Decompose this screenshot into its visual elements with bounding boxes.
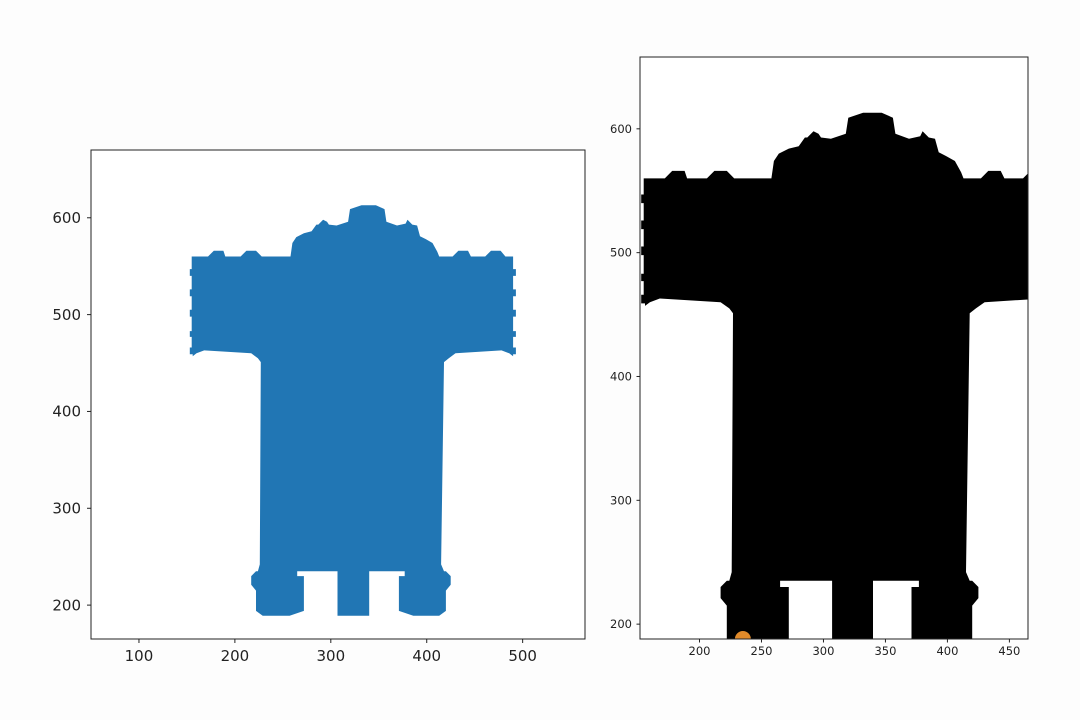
y-tick-label: 200 bbox=[52, 596, 81, 614]
x-tick-label: 500 bbox=[508, 647, 537, 665]
axes-frame-1 bbox=[639, 56, 1029, 640]
x-tick-label: 100 bbox=[125, 647, 154, 665]
floor-plan-shape-1-0 bbox=[641, 112, 1028, 639]
x-tick-label: 300 bbox=[316, 647, 345, 665]
y-tick-label: 400 bbox=[52, 403, 81, 421]
y-tick-label: 300 bbox=[610, 493, 632, 507]
y-tick-label: 200 bbox=[610, 617, 632, 631]
point-marker bbox=[734, 631, 751, 639]
y-tick-label: 600 bbox=[52, 209, 81, 227]
right-plot-panel: 200 250 300 350 400 450 200 300 400 500 600 bbox=[610, 56, 1029, 658]
y-tick-label: 500 bbox=[52, 306, 81, 324]
y-tick-label: 500 bbox=[610, 246, 632, 260]
y-tick-label: 300 bbox=[52, 500, 81, 518]
x-tick-label: 200 bbox=[689, 644, 711, 658]
x-tick-label: 350 bbox=[874, 644, 896, 658]
axes-frame-0 bbox=[90, 149, 586, 640]
x-tick-label: 200 bbox=[221, 647, 250, 665]
left-plot-panel: 100 200 300 400 500 200 300 400 500 600 bbox=[52, 149, 586, 665]
x-tick-label: 450 bbox=[998, 644, 1020, 658]
x-tick-label: 250 bbox=[751, 644, 773, 658]
x-tick-label: 300 bbox=[812, 644, 834, 658]
y-tick-label: 400 bbox=[610, 370, 632, 384]
x-tick-label: 400 bbox=[412, 647, 441, 665]
floor-plan-shape-0-0 bbox=[189, 205, 516, 616]
y-tick-label: 600 bbox=[610, 122, 632, 136]
x-tick-label: 400 bbox=[936, 644, 958, 658]
